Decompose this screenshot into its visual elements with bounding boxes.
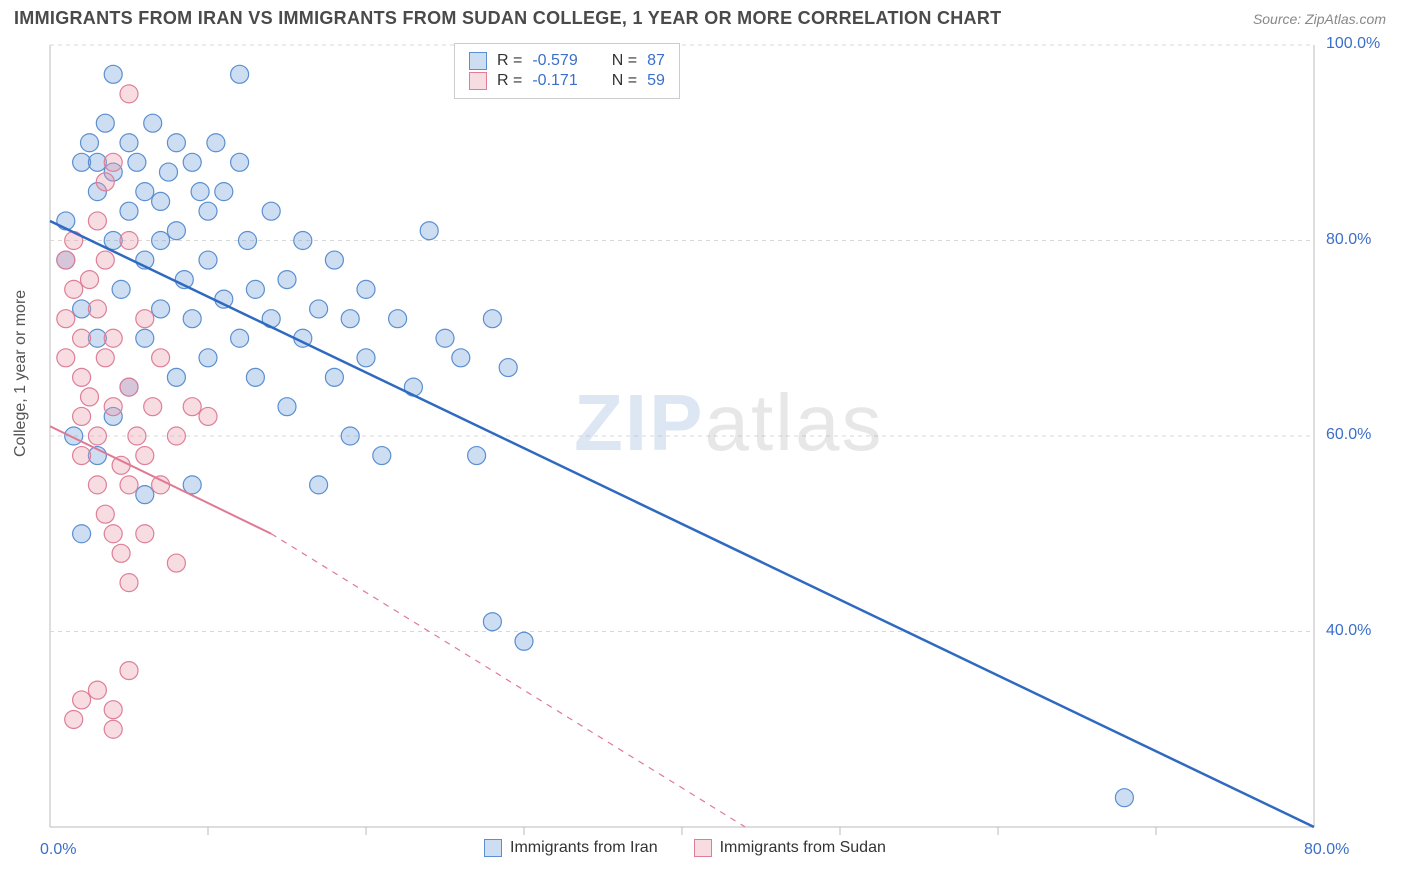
chart-header: IMMIGRANTS FROM IRAN VS IMMIGRANTS FROM … <box>0 0 1406 33</box>
y-tick: 40.0% <box>1326 622 1371 640</box>
y-tick: 80.0% <box>1326 231 1371 249</box>
series-legend: Immigrants from Iran Immigrants from Suda… <box>484 839 886 857</box>
y-axis-label: College, 1 year or more <box>12 290 30 457</box>
chart-title: IMMIGRANTS FROM IRAN VS IMMIGRANTS FROM … <box>14 8 1001 29</box>
y-tick: 60.0% <box>1326 426 1371 444</box>
legend-item: Immigrants from Sudan <box>694 839 886 857</box>
legend-row: R = -0.579N = 87 <box>469 52 665 70</box>
legend-item: Immigrants from Iran <box>484 839 658 857</box>
chart-area: College, 1 year or more R = -0.579N = 87… <box>14 37 1392 842</box>
legend-row: R = -0.171N = 59 <box>469 72 665 90</box>
y-tick: 100.0% <box>1326 35 1380 53</box>
chart-source: Source: ZipAtlas.com <box>1253 11 1386 27</box>
x-tick: 80.0% <box>1304 841 1349 859</box>
scatter-chart <box>14 37 1344 837</box>
correlation-legend: R = -0.579N = 87 R = -0.171N = 59 <box>454 43 680 99</box>
x-tick: 0.0% <box>40 841 76 859</box>
